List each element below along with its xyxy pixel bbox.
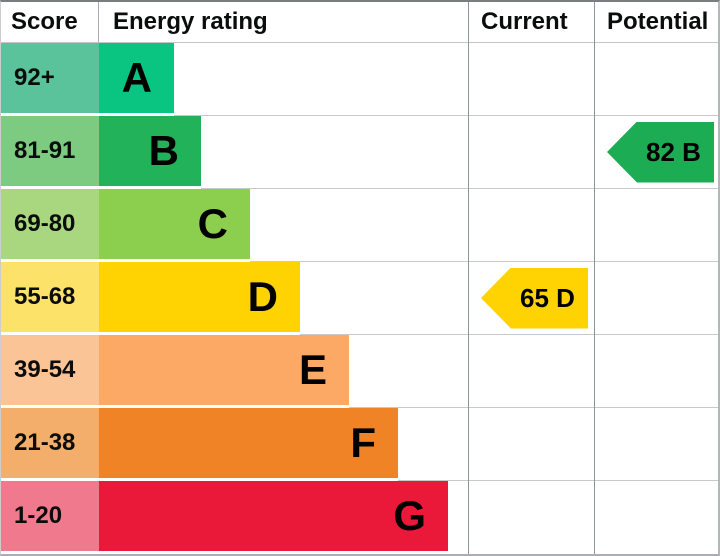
energy-band-cell-e: E <box>99 335 469 408</box>
potential-cell-g <box>595 481 718 554</box>
current-cell-c <box>469 189 595 262</box>
band-rows: 92+ A 81-91 B 82 B 69-80 C <box>1 43 718 554</box>
band-bar-d: D <box>99 262 300 332</box>
energy-band-cell-c: C <box>99 189 469 262</box>
band-bar-c: C <box>99 189 250 259</box>
potential-cell-c <box>595 189 718 262</box>
band-letter-e: E <box>298 346 327 393</box>
row-divider <box>398 480 469 481</box>
current-cell-g <box>469 481 595 554</box>
band-bar-e: E <box>99 335 349 405</box>
energy-band-cell-g: G <box>99 481 469 554</box>
band-bar-g: G <box>99 481 448 551</box>
potential-cell-e <box>595 335 718 408</box>
band-bar-b: B <box>99 116 201 186</box>
row-divider <box>300 334 469 335</box>
row-divider <box>174 115 469 116</box>
score-range-g: 1-20 <box>1 481 99 551</box>
band-row-e: 39-54 E <box>1 335 718 408</box>
band-row-f: 21-38 F <box>1 408 718 481</box>
energy-rating-column-header: Energy rating <box>113 8 268 35</box>
energy-band-cell-a: A <box>99 43 469 116</box>
potential-rating-arrow: 82 B <box>607 121 714 183</box>
energy-band-cell-f: F <box>99 408 469 481</box>
potential-cell-b: 82 B <box>595 116 718 189</box>
energy-band-cell-d: D <box>99 262 469 335</box>
score-range-f: 21-38 <box>1 408 99 478</box>
potential-rating-label: 82 B <box>646 136 701 167</box>
band-letter-c: C <box>197 200 228 247</box>
potential-cell-f <box>595 408 718 481</box>
row-divider <box>250 261 469 262</box>
row-divider <box>201 188 469 189</box>
band-bar-a: A <box>99 43 174 113</box>
column-divider-potential <box>594 2 595 554</box>
current-cell-a <box>469 43 595 116</box>
band-row-b: 81-91 B 82 B <box>1 116 718 189</box>
current-cell-e <box>469 335 595 408</box>
band-letter-d: D <box>247 273 278 320</box>
potential-cell-d <box>595 262 718 335</box>
table-header: Score Energy rating Current Potential <box>1 2 718 43</box>
current-column-header: Current <box>481 8 568 35</box>
score-column-header: Score <box>1 2 99 42</box>
band-row-g: 1-20 G <box>1 481 718 554</box>
score-range-e: 39-54 <box>1 335 99 405</box>
band-letter-f: F <box>350 419 376 466</box>
band-letter-a: A <box>121 54 152 101</box>
potential-cell-a <box>595 43 718 116</box>
current-cell-b <box>469 116 595 189</box>
band-bar-f: F <box>99 408 398 478</box>
score-range-c: 69-80 <box>1 189 99 259</box>
band-row-a: 92+ A <box>1 43 718 116</box>
band-row-d: 55-68 D 65 D <box>1 262 718 335</box>
current-rating-label: 65 D <box>520 282 575 313</box>
score-range-b: 81-91 <box>1 116 99 186</box>
band-letter-b: B <box>148 127 179 174</box>
column-divider-current <box>468 2 469 554</box>
potential-column-header: Potential <box>607 8 709 35</box>
score-range-a: 92+ <box>1 43 99 113</box>
current-cell-f <box>469 408 595 481</box>
energy-band-cell-b: B <box>99 116 469 189</box>
current-cell-d: 65 D <box>469 262 595 335</box>
band-row-c: 69-80 C <box>1 189 718 262</box>
band-letter-g: G <box>393 492 426 539</box>
row-divider <box>349 407 469 408</box>
current-rating-arrow: 65 D <box>481 267 588 329</box>
score-range-d: 55-68 <box>1 262 99 332</box>
